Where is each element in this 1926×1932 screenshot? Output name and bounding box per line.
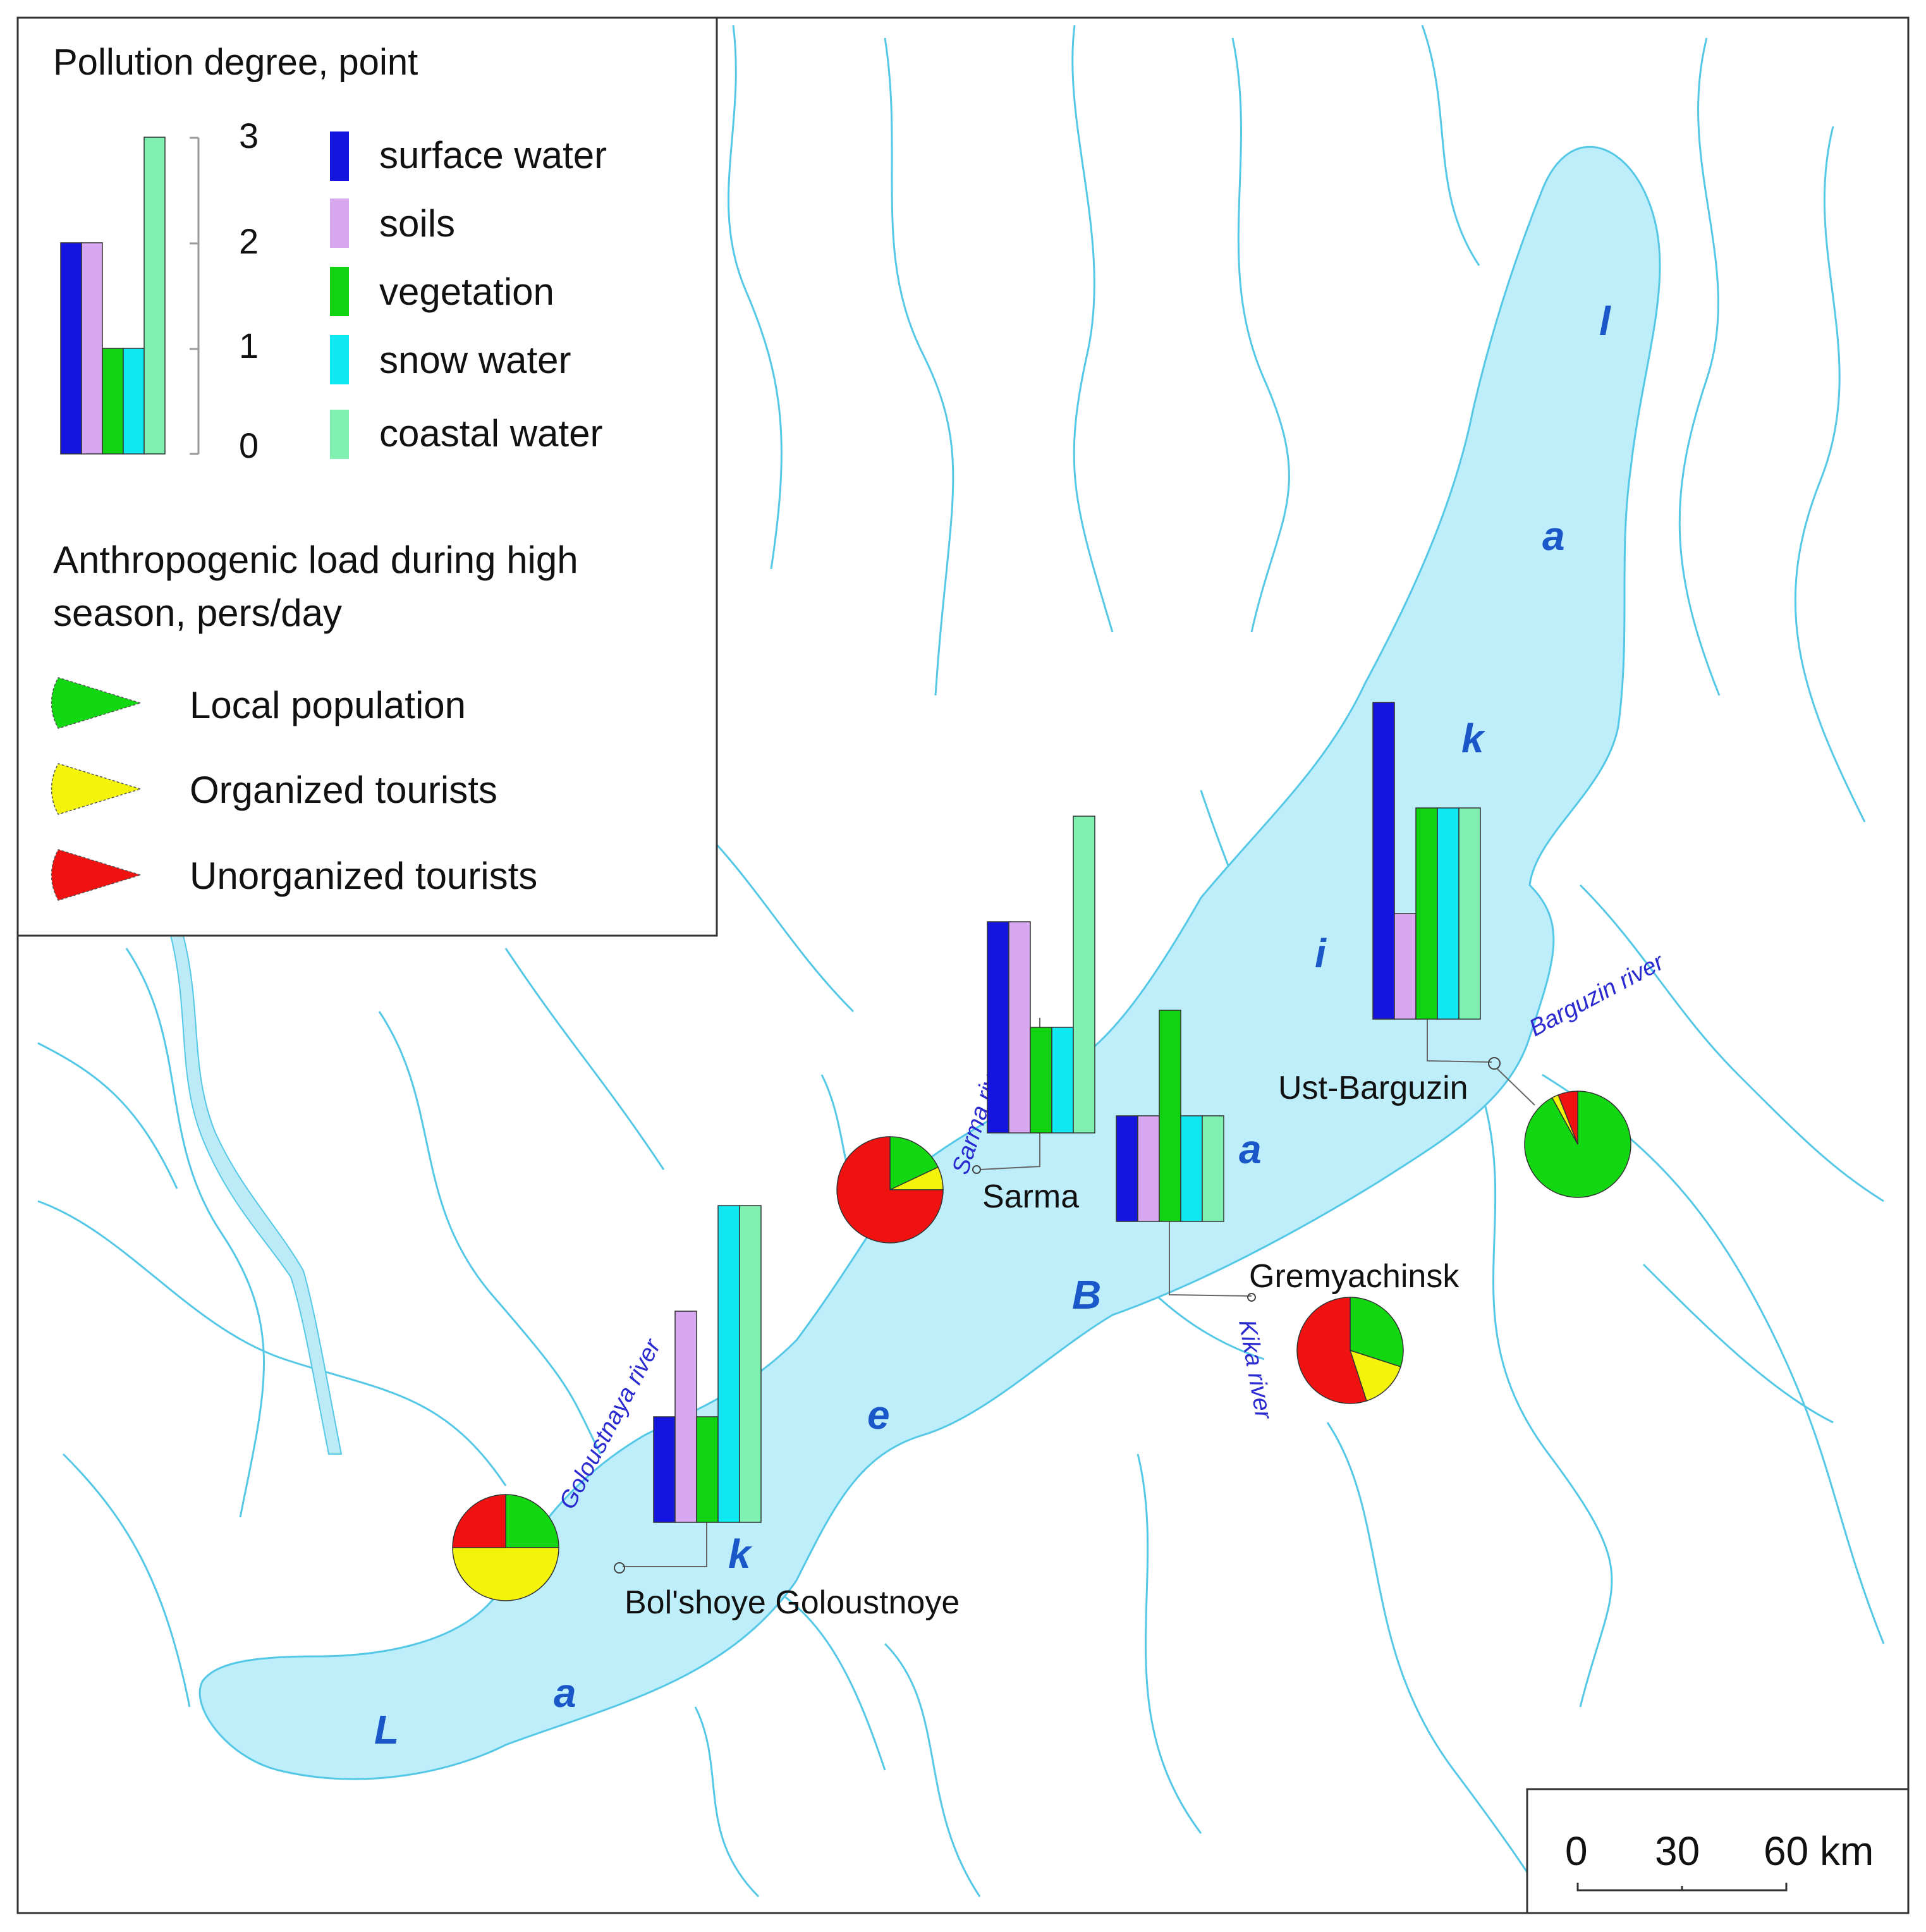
place-label-gremyachinsk: Gremyachinsk (1249, 1258, 1460, 1295)
lake-letter: k (728, 1531, 753, 1577)
bar-bol-shoye-goloustnoye-soils (674, 1311, 697, 1523)
legend-swatch-surface-water (330, 131, 349, 181)
lake-letter: i (1315, 931, 1327, 976)
lake-letter: B (1072, 1272, 1101, 1318)
legend-label-coastal-water: coastal water (379, 412, 603, 455)
lake-letter: a (554, 1670, 576, 1716)
legend-example-bar-chart (60, 137, 166, 455)
pie-slice-bol-shoye-goloustnoye-local-population (505, 1494, 559, 1548)
bar-ust-barguzin-coastal-water (1458, 807, 1481, 1020)
legend-example-bar-coastal-water (143, 137, 166, 455)
bar-bol-shoye-goloustnoye-surface-water (653, 1416, 676, 1523)
legend-load-title-line1: Anthropogenic load during high (53, 539, 578, 581)
bar-gremyachinsk-surface-water (1116, 1115, 1138, 1222)
legend-label-unorganized-tourists: Unorganized tourists (190, 855, 537, 897)
legend-swatch-snow-water (330, 335, 349, 384)
bar-ust-barguzin-vegetation (1415, 807, 1438, 1020)
settlement-marker (1247, 1293, 1256, 1302)
bar-bol-shoye-goloustnoye-vegetation (696, 1416, 719, 1523)
scale-bar-label: 30 (1655, 1828, 1700, 1874)
pie-slice-gremyachinsk-unorganized-tourists (1296, 1297, 1367, 1404)
legend-example-bar-surface-water (60, 242, 82, 455)
bar-ust-barguzin-surface-water (1372, 702, 1395, 1020)
pie-slice-gremyachinsk-local-population (1350, 1297, 1404, 1367)
legend-example-bar-vegetation (102, 348, 124, 455)
pie-slice-sarma-unorganized-tourists (836, 1136, 944, 1244)
river-network (37, 25, 1885, 1898)
legend-wedge-local-population (51, 677, 142, 729)
place-label-ust-barguzin: Ust-Barguzin (1278, 1070, 1468, 1106)
angara-reservoir (169, 935, 343, 1455)
legend-load-title-line2: season, pers/day (53, 592, 342, 634)
scale-bar-label: 60 km (1764, 1828, 1874, 1874)
bar-bol-shoye-goloustnoye-snow-water (717, 1205, 740, 1523)
legend-swatch-coastal-water (330, 410, 349, 459)
legend-example-bar-snow-water (123, 348, 145, 455)
legend-swatch-vegetation (330, 267, 349, 316)
place-label-bolshoye-goloustnoye: Bol'shoye Goloustnoye (625, 1584, 960, 1621)
legend-label-local-population: Local population (190, 684, 466, 726)
legend-wedge-organized-tourists (51, 763, 142, 815)
legend-wedge-unorganized-tourists (51, 849, 142, 901)
scale-bar-line (1576, 1883, 1788, 1892)
lake-letter: a (1239, 1127, 1262, 1172)
bar-sarma-vegetation (1030, 1027, 1052, 1134)
settlement-marker (614, 1562, 625, 1574)
place-label-sarma: Sarma (982, 1178, 1079, 1215)
legend-label-organized-tourists: Organized tourists (190, 769, 497, 811)
lake-letter: k (1461, 716, 1486, 761)
legend-axis-tick-label: 0 (239, 425, 259, 465)
bar-ust-barguzin-snow-water (1437, 807, 1460, 1020)
legend-axis-tick-label: 3 (239, 116, 259, 156)
pie-slice-ust-barguzin-unorganized-tourists (1557, 1091, 1578, 1145)
bar-ust-barguzin-soils (1394, 913, 1417, 1020)
settlement-marker (1488, 1057, 1501, 1070)
pie-slice-bol-shoye-goloustnoye-organized-tourists (452, 1547, 559, 1601)
settlement-marker (972, 1165, 981, 1174)
legend-swatch-soils (330, 199, 349, 248)
legend-label-vegetation: vegetation (379, 271, 554, 313)
bar-gremyachinsk-coastal-water (1202, 1115, 1224, 1222)
legend-label-surface-water: surface water (379, 134, 607, 176)
map-charts (452, 702, 1631, 1601)
lake-baikal (198, 145, 1661, 1780)
legend-pollution-title: Pollution degree, point (53, 42, 418, 83)
legend-axis-tick-label: 2 (239, 221, 259, 261)
lake-letter: a (1542, 513, 1565, 559)
bar-sarma-coastal-water (1073, 816, 1095, 1134)
bar-sarma-snow-water (1051, 1027, 1074, 1134)
scale-bar-label: 0 (1565, 1828, 1588, 1874)
legend-axis-tick-label: 1 (239, 326, 259, 365)
legend-example-bar-soils (81, 242, 103, 455)
bar-sarma-soils (1008, 921, 1031, 1134)
bar-gremyachinsk-vegetation (1159, 1010, 1181, 1222)
legend-label-snow-water: snow water (379, 339, 571, 381)
pie-slice-bol-shoye-goloustnoye-unorganized-tourists (452, 1494, 506, 1548)
bar-bol-shoye-goloustnoye-coastal-water (739, 1205, 762, 1523)
lake-name-letters: L a k e B a i k a l (374, 298, 1611, 1752)
pie-slice-sarma-local-population (889, 1136, 939, 1191)
legend-label-soils: soils (379, 202, 455, 245)
scale-bar: 0 30 60 km (1526, 1788, 1910, 1914)
legend-panel: Pollution degree, point 3 2 1 0 surface … (16, 16, 718, 937)
lake-letter: L (374, 1707, 399, 1752)
lake-letter: e (867, 1392, 890, 1438)
bar-gremyachinsk-snow-water (1180, 1115, 1203, 1222)
lake-letter: l (1599, 298, 1611, 344)
bar-sarma-surface-water (987, 921, 1009, 1134)
bar-gremyachinsk-soils (1137, 1115, 1160, 1222)
